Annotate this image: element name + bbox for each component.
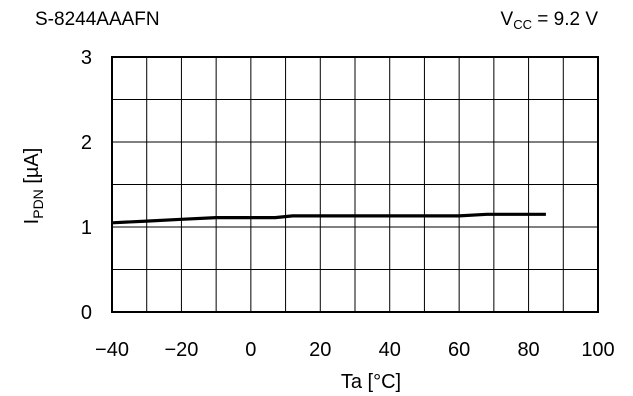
grid <box>112 57 598 312</box>
x-tick-label: 20 <box>309 339 331 361</box>
condition-value: = 9.2 V <box>532 9 598 30</box>
condition-subscript: CC <box>513 17 532 32</box>
condition-label: VCC = 9.2 V <box>501 9 599 32</box>
y-tick-labels: 0 1 2 3 <box>81 47 92 324</box>
x-tick-label: −40 <box>95 339 129 361</box>
y-tick-label: 0 <box>81 302 92 324</box>
x-tick-label: 100 <box>581 339 614 361</box>
y-tick-label: 2 <box>81 132 92 154</box>
condition-symbol: V <box>501 9 514 30</box>
y-tick-label: 3 <box>81 47 92 69</box>
x-tick-label: 0 <box>245 339 256 361</box>
x-axis-title: Ta [°C] <box>341 371 401 393</box>
y-axis-symbol: I <box>21 219 43 225</box>
x-tick-label: 40 <box>379 339 401 361</box>
plot-area-border <box>111 56 599 313</box>
plot-frame <box>111 56 599 313</box>
x-tick-labels: −40 −20 0 20 40 60 80 100 <box>95 339 615 361</box>
y-axis-subscript: PDN <box>30 189 46 219</box>
y-axis-title: IPDN [µA] <box>21 148 46 225</box>
part-number-label: S-8244AAAFN <box>35 9 160 30</box>
x-tick-label: 60 <box>448 339 470 361</box>
x-tick-label: 80 <box>517 339 539 361</box>
y-axis-unit: [µA] <box>21 148 43 190</box>
x-tick-label: −20 <box>164 339 198 361</box>
series-group <box>111 212 546 225</box>
y-tick-label: 1 <box>81 217 92 239</box>
series-line-1 <box>111 212 546 225</box>
